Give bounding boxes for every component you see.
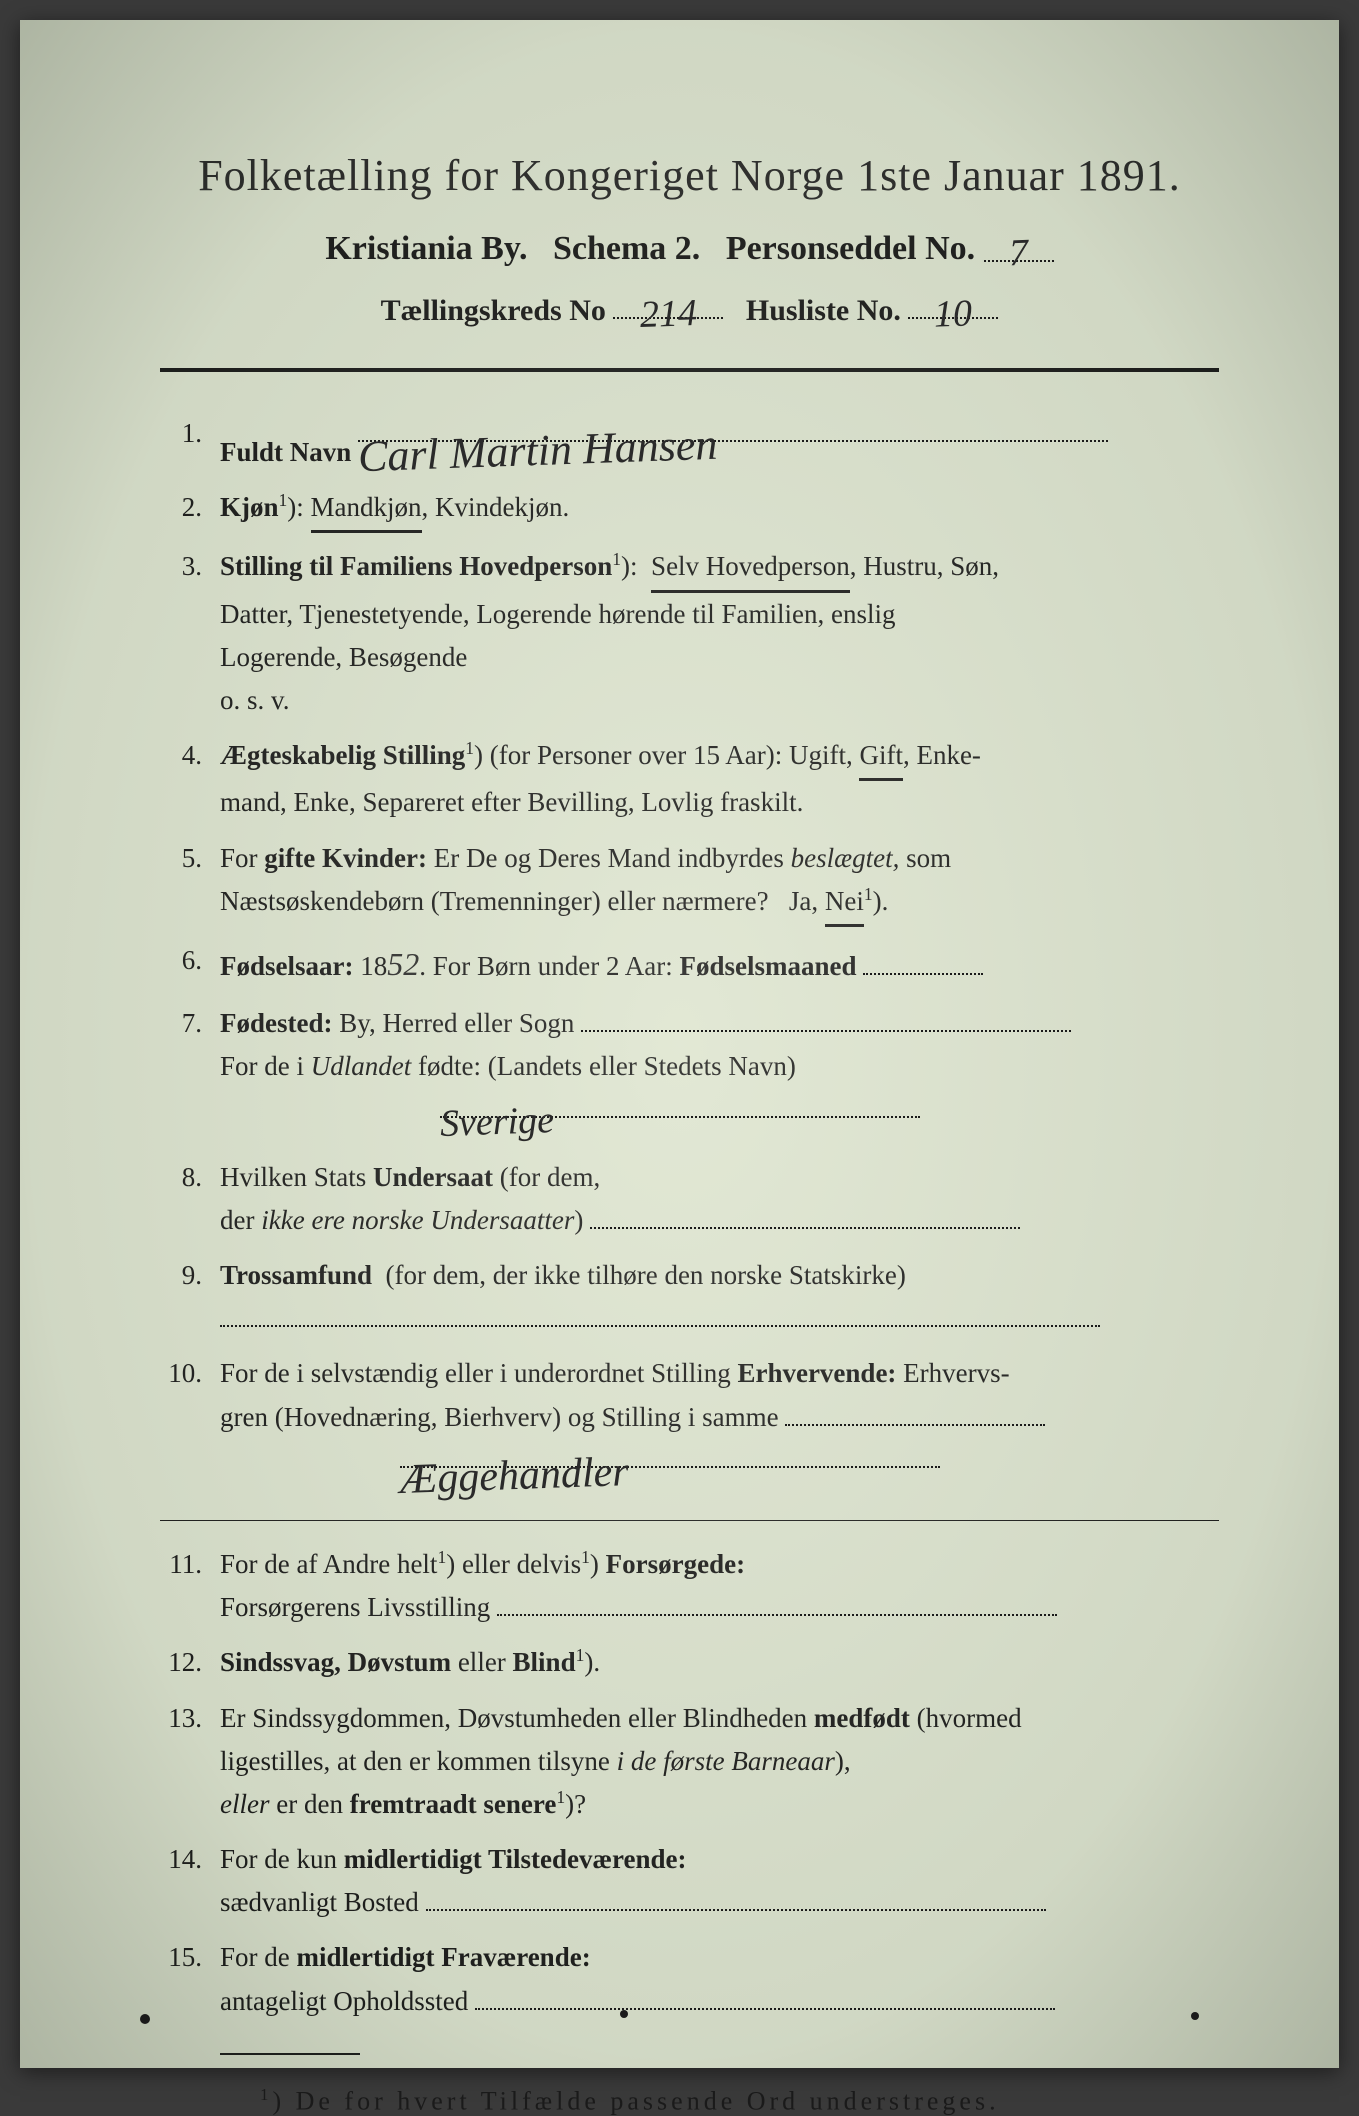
field-4-paren: (for Personer over 15 Aar): (490, 740, 782, 770)
field-2-selected: Mandkjøn (311, 486, 422, 533)
schema-label: Schema 2. (553, 230, 700, 267)
field-1-label: Fuldt Navn (220, 437, 351, 467)
footnote-text: ) De for hvert Tilfælde passende Ord und… (272, 2086, 999, 2115)
field-5-selected: Nei (825, 880, 864, 927)
field-13-label2: fremtraadt senere (350, 1789, 557, 1819)
field-10-occupation-value: Æggehandler (399, 1439, 630, 1514)
field-12-label: Sindssvag, Døvstum (220, 1647, 451, 1677)
field-8: 8. Hvilken Stats Undersaat (for dem, der… (160, 1156, 1219, 1242)
field-4-label: Ægteskabelig Stilling (220, 740, 465, 770)
field-7-birthplace-value: Sverige (439, 1090, 555, 1155)
field-4-selected: Gift (859, 734, 903, 781)
city-label: Kristiania By. (325, 230, 527, 267)
divider-thick (160, 368, 1219, 372)
field-11-label: Forsørgede: (606, 1549, 745, 1579)
field-11: 11. For de af Andre helt1) eller delvis1… (160, 1543, 1219, 1629)
husliste-label: Husliste No. (746, 294, 901, 327)
divider-thin-1 (160, 1520, 1219, 1521)
field-3-line3: Logerende, Besøgende (220, 642, 467, 672)
ink-blot-icon (620, 2010, 628, 2018)
field-5-label: gifte Kvinder: (264, 843, 427, 873)
field-14-label: midlertidigt Tilstedeværende: (344, 1844, 687, 1874)
kreds-label: Tællingskreds No (381, 294, 606, 327)
field-15-label: midlertidigt Fraværende: (297, 1942, 591, 1972)
field-7-label: Fødested: (220, 1008, 332, 1038)
field-6: 6. Fødselsaar: 1852. For Børn under 2 Aa… (160, 939, 1219, 990)
field-4: 4. Ægteskabelig Stilling1) (for Personer… (160, 734, 1219, 824)
footnote-rule (220, 2053, 360, 2055)
field-4-line2: mand, Enke, Separeret efter Bevilling, L… (220, 787, 803, 817)
field-6-year-value: 52 (387, 946, 419, 982)
field-6-label2: Fødselsmaaned (679, 951, 856, 981)
field-3: 3. Stilling til Familiens Hovedperson1):… (160, 545, 1219, 722)
field-13: 13. Er Sindssygdommen, Døvstumheden elle… (160, 1697, 1219, 1827)
third-title: Tællingskreds No 214 Husliste No. 10 (160, 286, 1219, 328)
sub-title: Kristiania By. Schema 2. Personseddel No… (160, 225, 1219, 268)
field-1: 1. Fuldt Navn Carl Martin Hansen (160, 412, 1219, 474)
form-header: Folketælling for Kongeriget Norge 1ste J… (160, 150, 1219, 328)
field-8-label: Undersaat (373, 1162, 493, 1192)
field-2-label: Kjøn (220, 492, 279, 522)
field-6-label: Fødselsaar: (220, 951, 353, 981)
field-14: 14. For de kun midlertidigt Tilstedevære… (160, 1838, 1219, 1924)
main-title: Folketælling for Kongeriget Norge 1ste J… (160, 150, 1219, 201)
field-2: 2. Kjøn1): Mandkjøn, Kvindekjøn. (160, 486, 1219, 533)
personseddel-label: Personseddel No. (726, 230, 975, 267)
field-9: 9. Trossamfund (for dem, der ikke tilhør… (160, 1254, 1219, 1340)
ink-blot-icon (140, 2014, 150, 2024)
field-12: 12. Sindssvag, Døvstum eller Blind1). (160, 1641, 1219, 1684)
field-1-name-value: Carl Martin Hansen (357, 410, 719, 493)
field-3-selected: Selv Hovedperson (651, 545, 850, 592)
field-3-line4: o. s. v. (220, 685, 290, 715)
field-3-line2: Datter, Tjenestetyende, Logerende hørend… (220, 599, 895, 629)
field-12-label2: Blind (513, 1647, 576, 1677)
field-7: 7. Fødested: By, Herred eller Sogn For d… (160, 1002, 1219, 1144)
ink-blot-icon (1191, 2012, 1199, 2020)
field-15: 15. For de midlertidigt Fraværende: anta… (160, 1936, 1219, 2022)
personseddel-value: 7 (1008, 231, 1029, 276)
census-form-page: Folketælling for Kongeriget Norge 1ste J… (20, 20, 1339, 2068)
field-5: 5. For gifte Kvinder: Er De og Deres Man… (160, 837, 1219, 927)
field-10-label: Erhvervende: (737, 1358, 896, 1388)
field-3-label: Stilling til Familiens Hovedperson (220, 551, 612, 581)
footnote: 1) De for hvert Tilfælde passende Ord un… (160, 2085, 1219, 2116)
husliste-value: 10 (934, 291, 974, 336)
field-10: 10. For de i selvstændig eller i underor… (160, 1352, 1219, 1498)
kreds-value: 214 (639, 291, 698, 337)
field-13-label: medfødt (814, 1703, 910, 1733)
field-9-label: Trossamfund (220, 1260, 372, 1290)
